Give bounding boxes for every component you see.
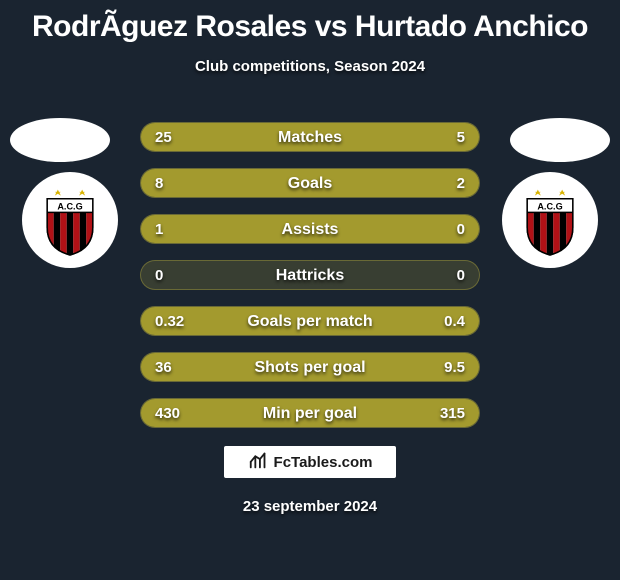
stat-value-right: 0.4: [444, 307, 465, 336]
club-crest-right: A.C.G: [502, 172, 598, 268]
page-title: RodrÃ­guez Rosales vs Hurtado Anchico: [0, 0, 620, 44]
stat-value-right: 0: [457, 261, 465, 290]
chart-icon: [248, 449, 270, 476]
club-crest-left: A.C.G: [22, 172, 118, 268]
player-right-silhouette: [510, 118, 610, 162]
player-left-silhouette: [10, 118, 110, 162]
date-text: 23 september 2024: [0, 498, 620, 515]
stat-row: 0.32 Goals per match 0.4: [140, 306, 480, 336]
stat-label: Shots per goal: [141, 353, 479, 382]
stat-row: 1 Assists 0: [140, 214, 480, 244]
stat-value-right: 315: [440, 399, 465, 428]
stat-row: 430 Min per goal 315: [140, 398, 480, 428]
svg-text:A.C.G: A.C.G: [57, 201, 82, 211]
stat-rows: 25 Matches 5 8 Goals 2 1 Assists 0 0 Hat…: [140, 122, 480, 444]
stat-label: Goals: [141, 169, 479, 198]
stat-label: Min per goal: [141, 399, 479, 428]
stat-value-right: 2: [457, 169, 465, 198]
stat-label: Assists: [141, 215, 479, 244]
stat-row: 0 Hattricks 0: [140, 260, 480, 290]
svg-text:A.C.G: A.C.G: [537, 201, 562, 211]
stat-row: 8 Goals 2: [140, 168, 480, 198]
stat-label: Goals per match: [141, 307, 479, 336]
stat-value-right: 0: [457, 215, 465, 244]
subtitle: Club competitions, Season 2024: [0, 58, 620, 75]
stat-row: 36 Shots per goal 9.5: [140, 352, 480, 382]
stat-value-right: 5: [457, 123, 465, 152]
stat-row: 25 Matches 5: [140, 122, 480, 152]
stat-label: Hattricks: [141, 261, 479, 290]
stat-label: Matches: [141, 123, 479, 152]
brand-badge: FcTables.com: [224, 446, 396, 478]
stat-value-right: 9.5: [444, 353, 465, 382]
brand-text: FcTables.com: [274, 454, 373, 471]
